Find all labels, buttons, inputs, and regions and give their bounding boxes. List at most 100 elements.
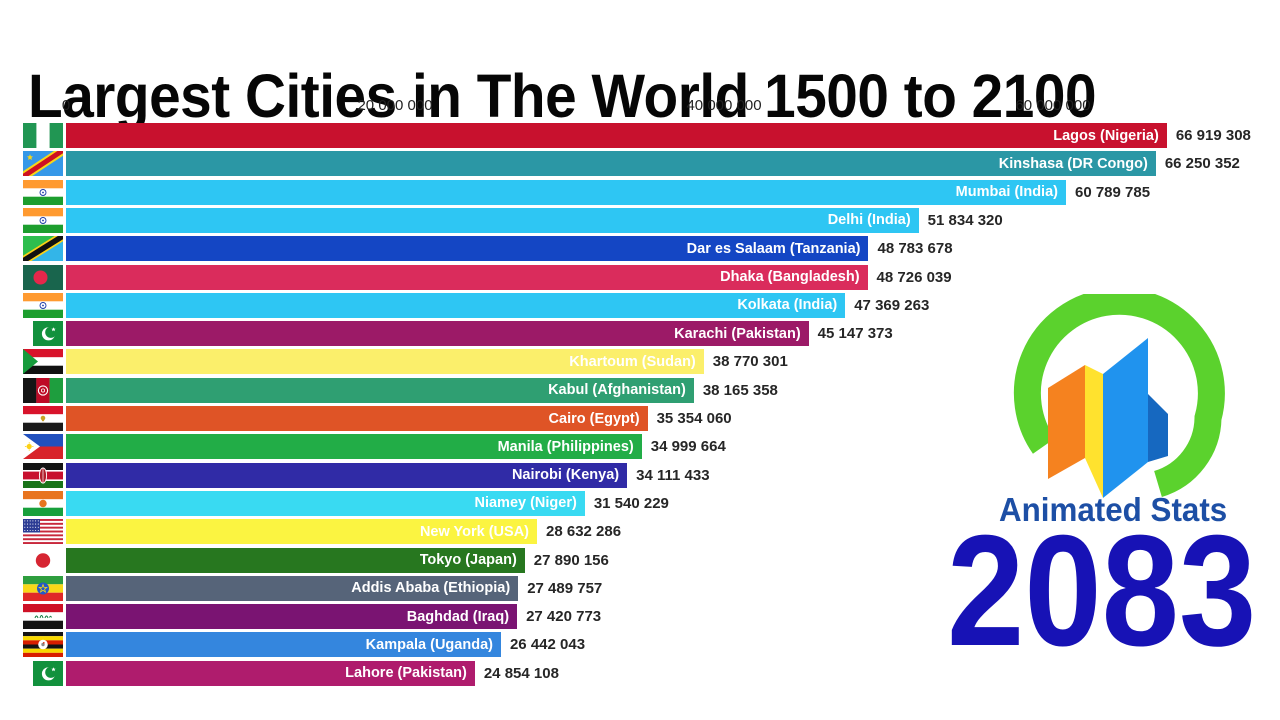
bar-row: Baghdad (Iraq) 27 420 773 <box>0 604 1280 630</box>
bar-city-label: New York (USA) <box>419 523 529 540</box>
x-axis-tick-label: 60 000 000 <box>1015 97 1091 114</box>
bar: Kolkata (India) <box>66 292 846 318</box>
logo-orange-ribbon <box>1048 365 1085 479</box>
flag-india-icon <box>23 292 63 318</box>
flag-nigeria-icon <box>23 123 63 148</box>
bar-city-label: Kampala (Uganda) <box>365 636 493 653</box>
bar: Addis Ababa (Ethiopia) <box>66 575 519 601</box>
bar-row: Nairobi (Kenya) 34 111 433 <box>0 462 1280 488</box>
bar-row: Kinshasa (DR Congo) 66 250 352 <box>0 151 1280 177</box>
bar-city-label: Delhi (India) <box>827 212 911 229</box>
bar: Niamey (Niger) <box>66 490 585 516</box>
bar-city-label: Nairobi (Kenya) <box>511 467 620 484</box>
flag-egypt-icon <box>23 406 63 431</box>
x-axis-tick-label: 20 000 000 <box>357 97 433 114</box>
bar-row: Niamey (Niger) 31 540 229 <box>0 490 1280 516</box>
logo-yellow-ribbon <box>1085 365 1103 498</box>
bar-row: Delhi (India) 51 834 320 <box>0 207 1280 233</box>
logo-ring <box>1013 294 1225 497</box>
flag-sudan-icon <box>23 349 63 375</box>
bar-city-label: Cairo (Egypt) <box>548 410 640 427</box>
bar: New York (USA) <box>66 519 537 545</box>
x-axis-tick-label: 40 000 000 <box>686 97 762 114</box>
bar: Lagos (Nigeria) <box>66 123 1167 148</box>
bar-value-label: 48 783 678 <box>877 240 953 258</box>
bar-row: Dhaka (Bangladesh) 48 726 039 <box>0 264 1280 290</box>
bar-row: Lagos (Nigeria) 66 919 308 <box>0 123 1280 148</box>
bar-value-label: 24 854 108 <box>483 664 559 682</box>
logo-blue-ribbon <box>1103 338 1148 498</box>
bar-city-label: Khartoum (Sudan) <box>569 353 696 370</box>
bar-city-label: Lahore (Pakistan) <box>345 665 467 682</box>
year-counter: 2083 <box>947 503 1257 679</box>
bar-value-label: 51 834 320 <box>927 211 1003 229</box>
bar-row: Manila (Philippines) 34 999 664 <box>0 434 1280 460</box>
bar: Lahore (Pakistan) <box>66 660 475 686</box>
animated-stats-logo-icon <box>1013 294 1225 498</box>
bar-row: Khartoum (Sudan) 38 770 301 <box>0 349 1280 375</box>
watermark-text: Animated Stats <box>999 491 1228 528</box>
flag-uganda-icon <box>23 632 63 658</box>
bar: Kinshasa (DR Congo) <box>66 151 1156 177</box>
flag-kenya-icon <box>23 462 63 488</box>
bar-value-label: 60 789 785 <box>1074 183 1151 201</box>
flag-pakistan-icon <box>23 321 63 347</box>
bar-value-label: 34 999 664 <box>650 438 726 456</box>
flag-niger-icon <box>23 490 63 516</box>
bar-city-label: Dhaka (Bangladesh) <box>720 269 860 285</box>
bar-value-label: 35 354 060 <box>656 410 732 427</box>
bar: Cairo (Egypt) <box>66 406 648 431</box>
bar-row: Kampala (Uganda) 26 442 043 <box>0 632 1280 658</box>
bar: Dar es Salaam (Tanzania) <box>66 236 869 262</box>
flag-drcongo-icon <box>23 151 63 177</box>
bar: Baghdad (Iraq) <box>66 604 518 630</box>
bar: Kabul (Afghanistan) <box>66 377 694 403</box>
flag-pakistan-icon <box>23 660 63 686</box>
bar-value-label: 28 632 286 <box>546 523 622 541</box>
bar-value-label: 34 111 433 <box>636 466 710 484</box>
bar-row: Tokyo (Japan) 27 890 156 <box>0 547 1280 573</box>
bar-city-label: Lagos (Nigeria) <box>1053 127 1159 144</box>
bar: Nairobi (Kenya) <box>66 462 628 488</box>
bar-row: Mumbai (India) 60 789 785 <box>0 179 1280 205</box>
bar: Kampala (Uganda) <box>66 632 501 658</box>
bar-city-label: Kolkata (India) <box>737 297 838 314</box>
bar-value-label: 38 770 301 <box>712 353 788 371</box>
flag-bangladesh-icon <box>23 264 63 290</box>
bar-value-label: 27 890 156 <box>533 551 609 569</box>
bar: Dhaka (Bangladesh) <box>66 264 868 290</box>
flag-philippines-icon <box>23 434 63 460</box>
bar-city-label: Dar es Salaam (Tanzania) <box>686 240 861 257</box>
bar-value-label: 31 540 229 <box>593 494 669 512</box>
bar-city-label: Baghdad (Iraq) <box>406 608 510 625</box>
bar-city-label: Karachi (Pakistan) <box>674 325 801 342</box>
bar-value-label: 26 442 043 <box>509 636 586 654</box>
bar-city-label: Kinshasa (DR Congo) <box>998 155 1148 172</box>
bar: Tokyo (Japan) <box>66 547 525 573</box>
bar-city-label: Tokyo (Japan) <box>419 552 517 568</box>
bar: Delhi (India) <box>66 207 919 233</box>
bar-value-label: 27 420 773 <box>526 608 602 626</box>
logo-blue-fold <box>1148 394 1168 462</box>
bar-value-label: 27 489 757 <box>527 579 603 597</box>
bar-value-label: 38 165 358 <box>702 381 778 399</box>
bar-row: Kolkata (India) 47 369 263 <box>0 292 1280 318</box>
bar-row: Cairo (Egypt) 35 354 060 <box>0 406 1280 431</box>
bar-value-label: 66 250 352 <box>1164 155 1240 173</box>
flag-india-icon <box>23 179 63 205</box>
bar-value-label: 48 726 039 <box>876 268 952 286</box>
bar-value-label: 45 147 373 <box>817 325 893 343</box>
flag-iraq-icon <box>23 604 63 630</box>
flag-afghanistan-icon <box>23 377 63 403</box>
bar-city-label: Manila (Philippines) <box>497 438 634 455</box>
bar-value-label: 47 369 263 <box>854 296 930 314</box>
bar-value-label: 66 919 308 <box>1175 127 1251 144</box>
flag-ethiopia-icon <box>23 575 63 601</box>
bar-row: Addis Ababa (Ethiopia) 27 489 757 <box>0 575 1280 601</box>
flag-japan-icon <box>23 547 63 573</box>
bar-row: Dar es Salaam (Tanzania) 48 783 678 <box>0 236 1280 262</box>
bar: Khartoum (Sudan) <box>66 349 704 375</box>
bar: Karachi (Pakistan) <box>66 321 809 347</box>
bar-row: Kabul (Afghanistan) 38 165 358 <box>0 377 1280 403</box>
